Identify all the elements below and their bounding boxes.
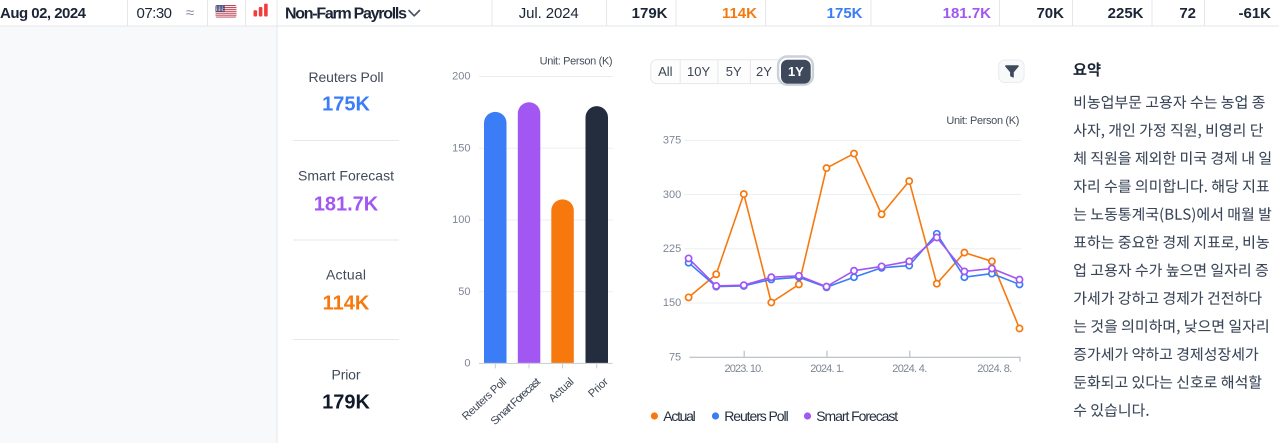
svg-text:Actual: Actual (326, 267, 366, 283)
svg-text:2024. 1.: 2024. 1. (810, 363, 844, 375)
svg-text:All: All (658, 64, 673, 79)
svg-text:200: 200 (452, 71, 470, 83)
svg-text:72: 72 (1179, 5, 1196, 22)
svg-text:0: 0 (464, 358, 470, 370)
svg-text:100: 100 (452, 214, 470, 226)
svg-text:Jul. 2024: Jul. 2024 (519, 5, 579, 22)
svg-text:Smart Forecast: Smart Forecast (298, 168, 394, 184)
svg-text:225K: 225K (1108, 5, 1144, 22)
svg-text:Non-Farm Payrolls: Non-Farm Payrolls (285, 6, 407, 23)
svg-text:Prior: Prior (332, 367, 361, 383)
svg-text:179K: 179K (322, 392, 370, 414)
svg-text:300: 300 (663, 189, 681, 201)
svg-text:Unit: Person (K): Unit: Person (K) (946, 115, 1019, 127)
svg-text:114K: 114K (722, 5, 757, 22)
svg-text:375: 375 (663, 135, 681, 147)
svg-text:181.7K: 181.7K (314, 194, 379, 216)
svg-text:Reuters Poll: Reuters Poll (309, 69, 384, 85)
svg-text:≈: ≈ (186, 5, 194, 22)
svg-text:2Y: 2Y (756, 64, 772, 79)
svg-text:225: 225 (663, 243, 681, 255)
svg-text:179K: 179K (632, 5, 668, 22)
svg-text:2023. 10.: 2023. 10. (725, 363, 764, 375)
svg-text:114K: 114K (323, 293, 370, 315)
svg-text:50: 50 (458, 286, 470, 298)
svg-text:-61K: -61K (1238, 5, 1271, 22)
svg-text:150: 150 (452, 142, 470, 154)
svg-text:75: 75 (669, 351, 681, 363)
svg-text:Unit: Person (K): Unit: Person (K) (540, 55, 613, 67)
svg-text:175K: 175K (827, 5, 863, 22)
svg-text:Actual: Actual (663, 408, 696, 424)
svg-text:70K: 70K (1036, 5, 1064, 22)
svg-text:2024. 4.: 2024. 4. (892, 363, 927, 375)
svg-text:10Y: 10Y (687, 64, 710, 79)
svg-text:2024. 8.: 2024. 8. (977, 363, 1012, 375)
svg-text:Aug 02, 2024: Aug 02, 2024 (0, 5, 87, 22)
svg-text:Reuters Poll: Reuters Poll (724, 408, 789, 424)
svg-text:181.7K: 181.7K (943, 5, 992, 22)
svg-text:175K: 175K (322, 94, 370, 116)
svg-text:Smart Forecast: Smart Forecast (816, 408, 898, 424)
svg-text:150: 150 (663, 297, 681, 309)
svg-text:07:30: 07:30 (137, 5, 173, 22)
svg-text:1Y: 1Y (788, 64, 804, 79)
svg-text:5Y: 5Y (726, 64, 742, 79)
